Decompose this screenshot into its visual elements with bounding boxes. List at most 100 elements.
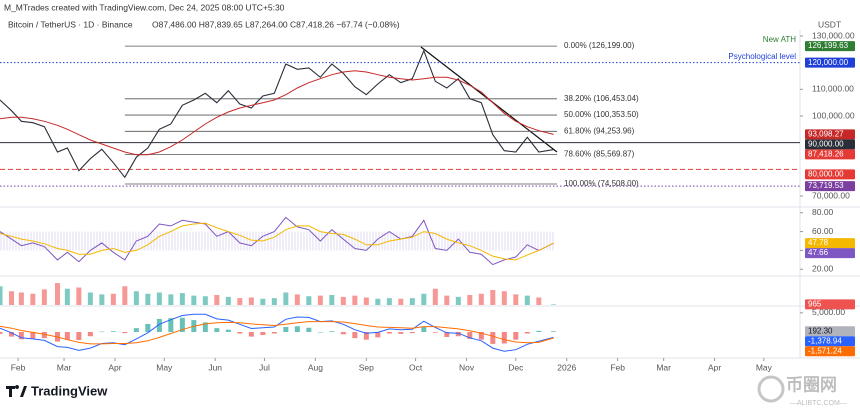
histogram-bar: [317, 332, 323, 333]
series-line: [0, 49, 554, 179]
histogram-bar: [490, 332, 496, 344]
logo: TradingView: [6, 383, 108, 398]
x-tick-label: May: [756, 362, 773, 372]
price-badge: [805, 169, 855, 180]
histogram-bar: [179, 317, 185, 332]
series-line: [0, 222, 554, 261]
histogram-bar: [76, 332, 82, 341]
histogram-bar: [398, 332, 404, 334]
price-badge-label: -1,571.24: [808, 346, 842, 355]
price-badge: [805, 149, 855, 160]
y-tick-label: 70,000.00: [812, 190, 850, 200]
watermark-icon: [757, 375, 785, 403]
volume-bar: [0, 286, 3, 305]
x-tick-label: Oct: [409, 362, 423, 372]
fib-label: 0.00% (126,199.00): [564, 41, 635, 50]
volume-bar: [179, 293, 185, 305]
watermark-name: 币圈网: [786, 375, 837, 394]
histogram-bar: [536, 330, 542, 332]
volume-bar: [501, 291, 507, 305]
price-badge-label: -1,378.94: [808, 336, 842, 345]
series-line: [0, 313, 554, 352]
histogram-bar: [30, 332, 36, 339]
histogram-bar: [0, 332, 3, 334]
price-badge: [805, 248, 855, 259]
volume-bar: [363, 297, 369, 305]
x-tick-label: Dec: [508, 362, 524, 372]
volume-bar: [329, 295, 335, 305]
x-tick-label: Apr: [108, 362, 121, 372]
volume-bar: [110, 293, 116, 305]
volume-bar: [202, 296, 208, 305]
histogram-bar: [214, 328, 220, 332]
volume-bar: [398, 298, 404, 305]
fib-label: 38.20% (106,453.04): [564, 94, 639, 103]
fib-label: 50.00% (100,353.50): [564, 110, 639, 119]
volume-bar: [294, 294, 300, 305]
symbol: Bitcoin / TetherUS · 1D · Binance: [8, 19, 133, 29]
histogram-bar: [352, 332, 358, 339]
price-badge-label: 90,000.00: [808, 140, 844, 149]
price-badge-label: 87,418.26: [808, 150, 844, 159]
histogram-bar: [64, 332, 70, 340]
volume-bar: [225, 296, 231, 305]
volume-bar: [237, 298, 243, 305]
price-badge: [805, 238, 855, 249]
volume-bar: [490, 290, 496, 305]
volume-bar: [214, 295, 220, 305]
histogram-bar: [283, 327, 289, 332]
volume-bar: [478, 293, 484, 305]
histogram-bar: [467, 332, 473, 339]
y-tick-label: 60.00: [812, 226, 834, 236]
volume-bar: [41, 289, 47, 305]
volume-bar: [248, 297, 254, 305]
volume-bar: [444, 295, 450, 305]
x-tick-label: Mar: [57, 362, 72, 372]
price-badge: [805, 346, 855, 357]
volume-bar: [306, 296, 312, 305]
price-badge-label: 93,098.27: [808, 130, 844, 139]
y-tick-label: 100,000.00: [812, 110, 855, 120]
price-line-text: New ATH: [763, 35, 796, 44]
volume-bar: [133, 291, 139, 305]
price-line-text: Psychological level: [728, 52, 796, 61]
x-tick-label: Sep: [359, 362, 374, 372]
histogram-bar: [87, 332, 93, 337]
histogram-bar: [375, 332, 381, 338]
volume-bar: [64, 288, 70, 305]
credit: M_MTrades created with TradingView.com, …: [4, 2, 285, 12]
series-line: [0, 70, 554, 156]
histogram-bar: [156, 318, 162, 332]
volume-bar: [8, 291, 14, 305]
x-tick-label: Mar: [656, 362, 671, 372]
price-badge-label: 47.66: [808, 248, 829, 257]
watermark-site: —ALIBTC.COM—: [790, 400, 847, 407]
volume-bar: [283, 292, 289, 305]
currency: USDT: [818, 19, 841, 29]
price-badge-label: 120,000.00: [808, 58, 849, 67]
x-tick-label: Nov: [459, 362, 475, 372]
histogram-bar: [501, 332, 507, 344]
x-tick-label: May: [156, 362, 173, 372]
histogram-bar: [237, 332, 243, 334]
histogram-bar: [294, 326, 300, 332]
price-badge: [805, 41, 855, 52]
countdown-label: 21:30:00: [808, 159, 840, 168]
volume-bar: [340, 296, 346, 305]
volume-bar: [156, 292, 162, 305]
volume-bar: [122, 286, 128, 305]
logo-text: TradingView: [31, 383, 108, 398]
volume-bar: [432, 288, 438, 305]
histogram-bar: [363, 332, 369, 340]
price-badge: [805, 57, 855, 68]
histogram-bar: [409, 332, 415, 334]
volume-bar: [168, 294, 174, 305]
price-badge-label: 80,000.00: [808, 170, 844, 179]
histogram-bar: [524, 332, 530, 334]
histogram-bar: [202, 322, 208, 332]
volume-bar: [30, 293, 36, 305]
volume-bar: [99, 294, 105, 305]
volume-bar: [409, 298, 415, 305]
histogram-bar: [421, 326, 427, 332]
